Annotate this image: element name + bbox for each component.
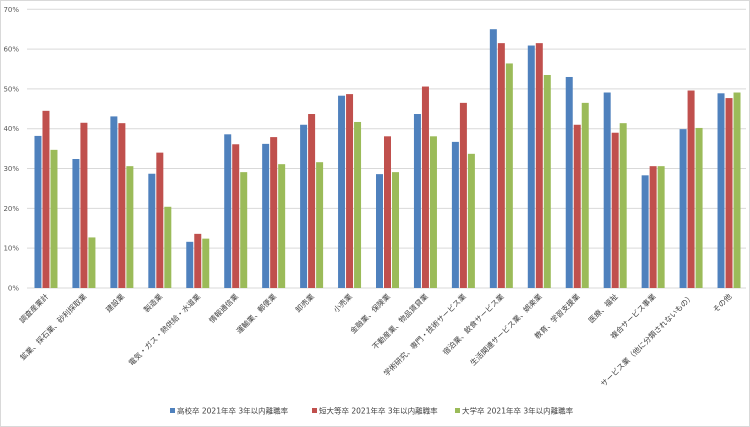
x-tick-label: 生活関連サービス業、娯楽業	[468, 291, 544, 367]
bar-series-2-9	[392, 172, 399, 288]
bar-series-1-18	[725, 98, 733, 289]
y-tick-label: 70%	[3, 6, 19, 14]
bar-series-0-3	[148, 173, 156, 288]
bar-series-0-8	[338, 95, 346, 289]
legend: 高校卒 2021年卒 3年以内離職率 短大等卒 2021年卒 3年以内離職率 大学卒…	[170, 406, 574, 416]
bar-series-0-15	[603, 92, 611, 288]
bar-series-1-0	[42, 110, 50, 288]
bar-series-0-1	[72, 159, 80, 288]
bar-series-1-3	[156, 152, 164, 288]
bar-series-0-13	[527, 45, 535, 288]
bar-series-0-9	[376, 174, 383, 288]
bar-series-2-3	[164, 206, 172, 288]
x-tick-label: 電気・ガス・熱供給・水道業	[126, 291, 202, 367]
bar-series-2-5	[240, 172, 248, 288]
y-tick-label: 0%	[8, 285, 19, 293]
legend-swatch	[312, 408, 317, 413]
bar-series-2-12	[505, 63, 513, 288]
y-axis-ticks: 0% 10% 20% 30% 40% 50% 60% 70%	[3, 6, 19, 293]
x-tick-label: 建設業	[103, 291, 126, 314]
bar-series-1-4	[194, 233, 202, 288]
bar-series-1-11	[459, 102, 467, 288]
bar-series-0-7	[300, 124, 308, 288]
bar-series-2-15	[619, 123, 627, 288]
y-tick-label: 20%	[3, 205, 19, 213]
bar-series-0-11	[451, 141, 459, 288]
bar-series-0-18	[717, 93, 725, 289]
bar-series-1-7	[308, 114, 316, 289]
legend-label: 大学卒 2021年卒 3年以内離職率	[462, 406, 574, 416]
y-tick-label: 40%	[3, 125, 19, 133]
bar-series-1-8	[346, 94, 354, 288]
bar-series-1-2	[118, 123, 126, 288]
bar-series-1-12	[497, 43, 505, 288]
bar-series-0-6	[262, 143, 270, 288]
bar-series-2-4	[202, 238, 210, 288]
x-tick-label: 小売業	[331, 291, 354, 314]
bar-series-0-14	[565, 76, 573, 288]
bar-series-2-7	[316, 162, 324, 288]
x-tick-label: 製造業	[141, 291, 164, 314]
x-tick-label: 学術研究、専門・技術サービス業	[381, 291, 468, 378]
bar-series-0-4	[186, 241, 194, 288]
y-tick-label: 60%	[3, 46, 19, 54]
legend-swatch	[455, 408, 460, 413]
bar-series-1-9	[384, 136, 391, 288]
x-tick-label: その他	[710, 291, 733, 314]
bar-series-0-16	[641, 175, 649, 288]
y-tick-label: 30%	[3, 165, 19, 173]
bar-series-2-11	[467, 153, 475, 288]
bar-series-1-15	[611, 132, 619, 288]
bar-series-1-1	[80, 122, 88, 288]
bar-series-2-10	[429, 136, 437, 288]
bar-series-1-17	[687, 90, 695, 288]
x-tick-label: 調査産業計	[17, 291, 51, 325]
bar-series-0-5	[224, 134, 232, 288]
bar-series-0-2	[110, 116, 118, 289]
bar-series-1-14	[573, 124, 581, 288]
bar-series-2-1	[88, 237, 96, 288]
legend-label: 高校卒 2021年卒 3年以内離職率	[177, 406, 289, 416]
y-tick-label: 10%	[3, 245, 19, 253]
x-tick-label: 運輸業、郵便業	[234, 291, 279, 336]
bar-series-2-18	[733, 92, 741, 288]
x-tick-label: 医療、福祉	[586, 291, 620, 325]
legend-swatch	[170, 408, 175, 413]
bar-series-0-10	[413, 114, 421, 289]
bar-series-2-0	[50, 149, 58, 288]
x-tick-label: 卸売業	[293, 291, 316, 314]
bar-series-2-8	[354, 121, 362, 288]
bar-series-0-12	[489, 29, 497, 288]
x-tick-label: 情報通信業	[207, 291, 241, 325]
bar-series-2-14	[581, 102, 589, 288]
bar-series-0-0	[34, 135, 42, 288]
bar-series-0-17	[679, 129, 687, 288]
bar-series-2-17	[695, 127, 703, 289]
y-tick-label: 50%	[3, 85, 19, 93]
bar-series-1-5	[232, 144, 240, 288]
bar-series-2-16	[657, 166, 665, 288]
x-tick-label: 宿泊業、飲食サービス業	[440, 291, 506, 357]
bar-series-1-13	[535, 43, 543, 288]
x-tick-label: 鉱業、採石業、砂利採取業	[18, 291, 89, 362]
bar-series-2-13	[543, 74, 551, 289]
bar-series-2-2	[126, 166, 134, 288]
bar-series-1-6	[270, 137, 278, 288]
legend-label: 短大等卒 2021年卒 3年以内離職率	[319, 406, 438, 416]
bar-series-1-16	[649, 166, 657, 288]
bar-series-2-6	[278, 164, 286, 288]
bar-series-1-10	[421, 86, 429, 289]
bars	[34, 29, 741, 289]
